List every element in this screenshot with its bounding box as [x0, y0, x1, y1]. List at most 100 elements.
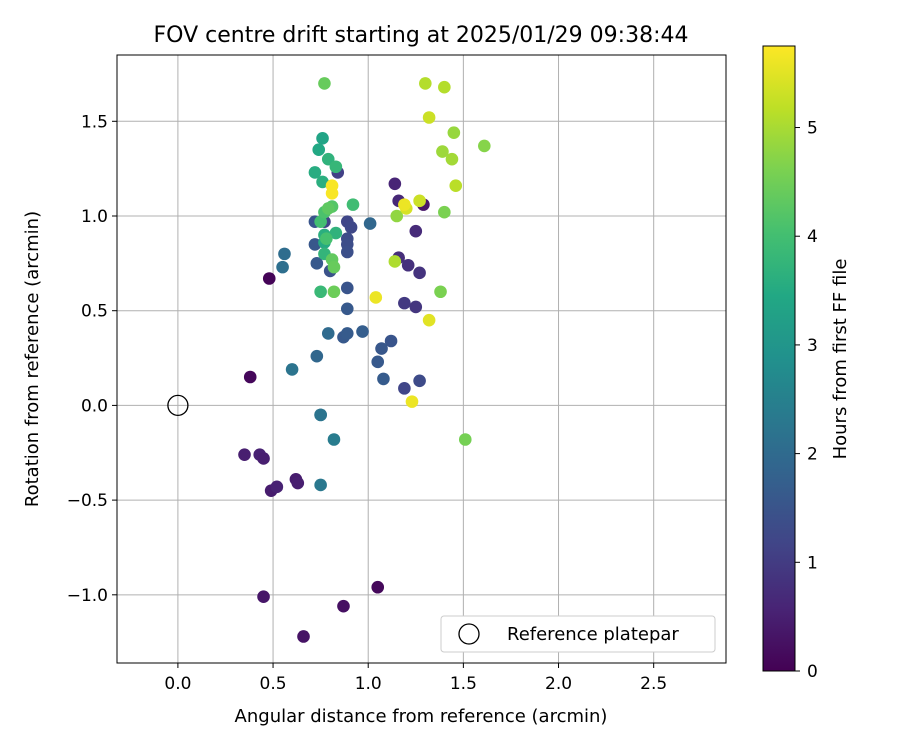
plot-frame [116, 54, 727, 664]
data-point [375, 342, 388, 355]
colorbar-label: Hours from first FF file [830, 259, 851, 460]
data-point [419, 77, 432, 90]
y-tick-label: 0.5 [81, 302, 108, 322]
x-tick-label: 1.0 [355, 674, 382, 694]
data-point [413, 266, 426, 280]
x-axis-label: Angular distance from reference (arcmin) [235, 706, 608, 727]
y-axis-ticks: −1.0 −0.5 0.0 0.5 1.0 1.5 [67, 112, 117, 606]
data-point [321, 327, 335, 340]
legend-box [440, 615, 716, 653]
data-point [405, 395, 419, 408]
data-point [356, 325, 369, 338]
data-point [409, 300, 423, 314]
colorbar-tick-label: 5 [807, 119, 818, 139]
data-point [422, 111, 436, 124]
data-point [409, 224, 423, 238]
data-point [346, 198, 360, 211]
data-point [312, 143, 326, 157]
data-point [390, 209, 404, 223]
data-point [388, 177, 402, 191]
data-point [434, 285, 447, 299]
data-point [285, 363, 299, 376]
points-layer [167, 77, 491, 643]
colorbar-tick-label: 0 [807, 662, 818, 682]
data-point [398, 296, 411, 310]
data-point [363, 217, 377, 230]
x-tick-label: 2.0 [545, 674, 572, 694]
data-point [320, 232, 333, 246]
colorbar-tick-label: 2 [807, 445, 818, 465]
data-point [310, 257, 324, 270]
data-point [398, 198, 411, 211]
data-point [310, 349, 324, 363]
data-point [388, 255, 402, 268]
colorbar-ticks: 0 1 2 3 4 5 [795, 119, 818, 682]
data-point [327, 433, 341, 446]
data-point [314, 478, 327, 492]
data-point [371, 580, 385, 594]
data-point [327, 260, 341, 274]
data-point [447, 126, 461, 139]
data-point [276, 260, 289, 274]
reference-point-marker [167, 394, 189, 417]
data-point [308, 238, 322, 251]
data-point [458, 433, 472, 446]
colorbar-gradient [763, 46, 795, 671]
data-point [314, 215, 327, 228]
legend-marker [458, 623, 480, 645]
data-point [329, 160, 343, 174]
colorbar-tick-label: 3 [807, 336, 818, 356]
data-point [344, 221, 358, 234]
data-point [318, 77, 331, 90]
colorbar: 0 1 2 3 4 5 Hours from first FF file [762, 45, 851, 682]
colorbar-frame [762, 45, 796, 672]
data-point [340, 302, 354, 316]
data-point [398, 382, 411, 395]
y-axis-label: Rotation from reference (arcmin) [22, 211, 43, 507]
data-point [314, 408, 327, 422]
data-point [340, 281, 354, 295]
data-point [340, 245, 354, 259]
data-point [270, 480, 284, 494]
data-point [257, 452, 270, 465]
colorbar-tick-label: 1 [807, 553, 818, 573]
data-point [449, 179, 463, 192]
data-point [478, 139, 491, 153]
chart-title: FOV centre drift starting at 2025/01/29 … [154, 23, 689, 48]
x-tick-label: 2.5 [640, 674, 667, 694]
data-point [401, 258, 415, 272]
y-tick-label: −1.0 [67, 586, 108, 606]
data-point [340, 327, 354, 340]
data-point [337, 599, 350, 613]
data-point [308, 166, 322, 179]
data-point [413, 194, 426, 208]
data-point [438, 80, 451, 94]
data-point [384, 334, 398, 348]
data-point [371, 355, 385, 369]
x-tick-label: 1.5 [450, 674, 477, 694]
data-point [369, 291, 383, 304]
y-tick-label: 1.5 [81, 112, 108, 132]
data-point [413, 374, 426, 388]
grid-layer [117, 55, 726, 663]
colorbar-tick-label: 4 [807, 227, 818, 247]
data-point [316, 175, 329, 189]
data-point [238, 448, 251, 461]
data-point [316, 132, 329, 145]
data-point [297, 630, 310, 643]
legend-entry-label: Reference platepar [507, 624, 679, 645]
data-point [243, 370, 257, 384]
data-point [377, 372, 390, 386]
x-tick-label: 0.5 [260, 674, 287, 694]
data-point [327, 285, 341, 299]
data-point [278, 247, 291, 261]
data-point [445, 152, 459, 166]
data-point [321, 202, 335, 215]
y-tick-label: 1.0 [81, 207, 108, 227]
data-point [436, 145, 449, 158]
x-tick-label: 0.0 [164, 674, 191, 694]
data-point [291, 476, 305, 490]
y-tick-label: −0.5 [67, 491, 108, 511]
